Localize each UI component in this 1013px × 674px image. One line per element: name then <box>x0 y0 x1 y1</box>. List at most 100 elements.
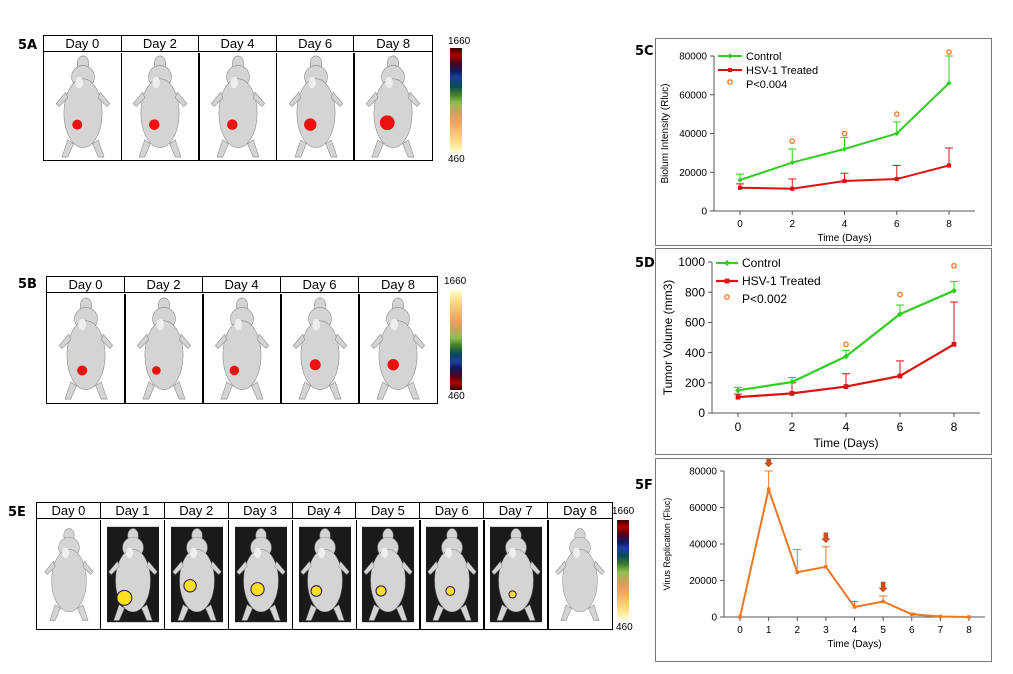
mouse-right-leg <box>205 604 217 621</box>
day-label: Day 4 <box>199 36 277 51</box>
day-label: Day 0 <box>47 277 125 292</box>
legend-marker <box>724 278 730 284</box>
mouse-image <box>42 526 95 623</box>
mouse-image <box>554 526 607 623</box>
legend-marker <box>727 53 733 59</box>
imaging-strip-5b: Day 0 Day 2 Day 4 Day 6 Day 8 <box>46 276 438 404</box>
tumor-signal <box>77 365 88 376</box>
mouse-right-arm <box>210 560 222 575</box>
x-tick-label: 0 <box>735 420 742 434</box>
mouse-right-leg <box>95 381 108 400</box>
mouse-highlight <box>156 318 164 331</box>
mouse-left-leg <box>113 604 125 621</box>
data-point <box>852 605 857 609</box>
data-point <box>843 384 849 389</box>
x-tick-label: 7 <box>938 625 944 636</box>
data-point <box>946 80 952 86</box>
mouse-highlight <box>509 547 517 559</box>
x-axis-label: Time (Days) <box>827 639 881 650</box>
mouse-right-arm <box>252 91 266 107</box>
mouse-image-cell <box>234 522 287 632</box>
legend-label: Control <box>746 51 781 63</box>
mouse-image <box>135 296 193 401</box>
mouse-image <box>213 296 271 401</box>
legend-marker <box>727 67 733 73</box>
mouse-left-leg <box>560 604 572 621</box>
tumor-signal <box>446 587 455 595</box>
tumor-signal <box>184 580 196 592</box>
mouse-left-leg <box>371 139 384 158</box>
mouse-left-arm <box>292 333 306 349</box>
mouse-image-cell <box>362 522 415 632</box>
panel-label-5e: 5E <box>8 505 26 520</box>
mouse-left-leg <box>241 604 253 621</box>
chart-5f: 0 20000 40000 60000 80000 0 1 2 3 4 5 6 7 8 Time (Days… <box>655 456 992 662</box>
colorbar-5e <box>617 520 629 620</box>
panel-label-5f: 5F <box>635 478 653 493</box>
significance-marker <box>946 49 952 56</box>
mouse-left-arm <box>136 333 150 349</box>
mouse-right-arm <box>412 333 426 349</box>
day-label: Day 8 <box>376 36 411 51</box>
mouse-image-cell <box>54 54 112 164</box>
mouse-body <box>373 78 413 148</box>
mouse-right-arm <box>178 333 192 349</box>
day-header-row: Day 0 Day 2 Day 4 Day 6 Day 8 <box>47 277 437 293</box>
y-tick-label: 1000 <box>678 255 705 269</box>
y-tick-label: 60000 <box>689 503 717 514</box>
y-tick-label: 200 <box>685 376 705 390</box>
data-point <box>897 311 903 318</box>
mouse-highlight <box>234 318 242 331</box>
mouse-right-arm <box>593 560 605 575</box>
mouse-image <box>234 526 287 623</box>
day-label: Day 7 <box>484 503 549 518</box>
mouse-right-leg <box>77 604 89 621</box>
day-label: Day 4 <box>203 277 281 292</box>
day-label: Day 8 <box>563 503 598 518</box>
mouse-left-arm <box>370 333 384 349</box>
data-point <box>843 353 849 360</box>
mouse-right-leg <box>173 381 186 400</box>
tumor-signal <box>227 119 238 130</box>
x-tick-label: 8 <box>966 625 972 636</box>
y-tick-label: 0 <box>698 406 705 420</box>
mouse-body <box>378 320 418 390</box>
mouse-image-cell <box>298 522 351 632</box>
mouse-body <box>562 549 598 613</box>
legend-marker <box>727 79 733 85</box>
mouse-silhouette <box>172 528 222 621</box>
x-tick-label: 6 <box>909 625 915 636</box>
mouse-left-arm <box>55 91 68 107</box>
day-label: Day 3 <box>229 503 293 518</box>
cell-divider <box>353 53 355 160</box>
mouse-left-leg <box>294 139 307 158</box>
mouse-right-leg <box>329 381 342 400</box>
mouse-right-leg <box>169 139 182 158</box>
mouse-highlight <box>312 318 320 331</box>
mouse-highlight <box>230 76 238 89</box>
day-label: Day 0 <box>37 503 101 518</box>
mouse-right-arm <box>408 91 421 107</box>
mouse-right-arm <box>256 333 270 349</box>
mouse-highlight <box>390 318 398 331</box>
data-point <box>881 599 885 604</box>
significance-marker <box>951 262 957 269</box>
mouse-image <box>131 54 190 159</box>
panel-label-5c: 5C <box>635 44 654 59</box>
mouse-right-leg <box>247 139 260 158</box>
significance-marker <box>893 111 900 118</box>
mouse-highlight <box>307 76 316 89</box>
cell-divider <box>291 520 294 629</box>
mouse-image-cell <box>291 296 349 406</box>
data-point <box>735 394 741 400</box>
mouse-left-leg <box>138 139 152 158</box>
significance-marker <box>841 130 848 137</box>
imaging-strip-5e: Day 0 Day 1 Day 2 Day 3 Day 4 Day 5 Day 6 Day 7… <box>36 502 613 630</box>
mouse-body <box>144 320 184 390</box>
mouse-image-cell <box>213 296 271 406</box>
mouse-left-leg <box>220 381 233 400</box>
tumor-signal <box>229 365 240 376</box>
cell-divider <box>483 520 485 629</box>
mouse-right-arm <box>97 91 110 107</box>
mouse-left-arm <box>172 560 184 575</box>
